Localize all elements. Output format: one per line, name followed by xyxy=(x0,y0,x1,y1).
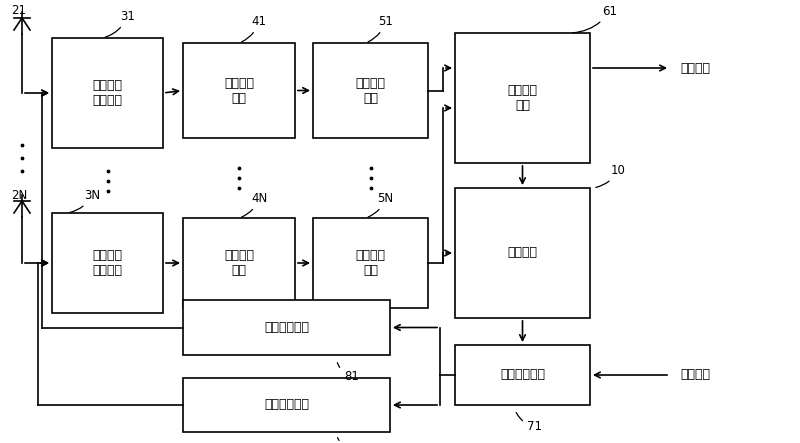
Text: 51: 51 xyxy=(368,15,393,42)
Bar xyxy=(183,300,390,355)
Text: 接收射频
装置: 接收射频 装置 xyxy=(224,77,254,105)
Text: 61: 61 xyxy=(573,4,618,33)
Bar xyxy=(313,218,428,308)
Text: 信道估计
装置: 信道估计 装置 xyxy=(355,249,386,277)
Bar xyxy=(455,188,590,318)
Text: 71: 71 xyxy=(516,412,542,434)
Bar xyxy=(183,378,390,432)
Text: 5N: 5N xyxy=(368,191,394,217)
Text: 接收数据: 接收数据 xyxy=(680,62,710,74)
Text: 发送接收
切换装置: 发送接收 切换装置 xyxy=(93,79,122,107)
Bar xyxy=(455,345,590,405)
Text: 发送处理装置: 发送处理装置 xyxy=(500,369,545,381)
Bar xyxy=(183,218,295,308)
Text: 接收射频
装置: 接收射频 装置 xyxy=(224,249,254,277)
Text: 4N: 4N xyxy=(242,191,267,217)
Text: 发送射频装置: 发送射频装置 xyxy=(264,321,309,334)
Bar xyxy=(183,43,295,138)
Text: 发送射频装置: 发送射频装置 xyxy=(264,399,309,412)
Bar xyxy=(52,213,163,313)
Bar xyxy=(52,38,163,148)
Text: 信道估计
装置: 信道估计 装置 xyxy=(355,77,386,105)
Text: 8N: 8N xyxy=(338,438,359,443)
Bar xyxy=(313,43,428,138)
Text: 3N: 3N xyxy=(70,189,100,213)
Text: 校准装置: 校准装置 xyxy=(507,246,538,260)
Text: 接收处理
装置: 接收处理 装置 xyxy=(507,84,538,112)
Text: 21: 21 xyxy=(11,4,26,16)
Text: 发送数据: 发送数据 xyxy=(680,369,710,381)
Text: 81: 81 xyxy=(338,363,359,384)
Text: 发送接收
切换装置: 发送接收 切换装置 xyxy=(93,249,122,277)
Text: 10: 10 xyxy=(596,163,626,187)
Bar xyxy=(455,33,590,163)
Text: 41: 41 xyxy=(242,15,266,42)
Text: 2N: 2N xyxy=(11,189,27,202)
Text: 31: 31 xyxy=(105,9,135,37)
